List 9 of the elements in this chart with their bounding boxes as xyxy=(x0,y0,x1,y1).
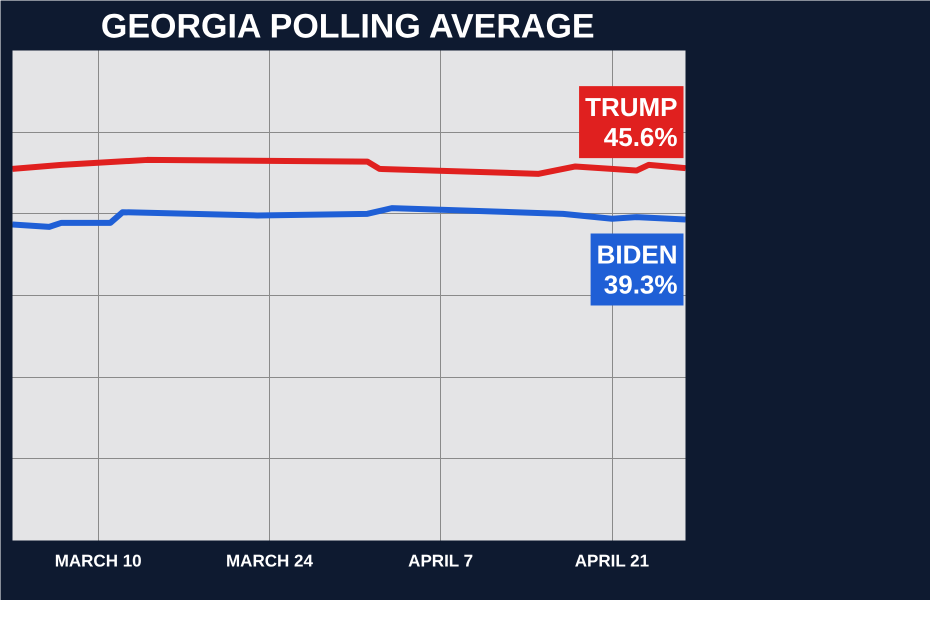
data-label: 45.6% xyxy=(604,122,678,152)
series-label: TRUMP xyxy=(585,92,678,122)
data-label: 39.3% xyxy=(604,270,678,300)
series-label: BIDEN xyxy=(596,240,678,270)
x-tick-label: MARCH 10 xyxy=(54,552,142,570)
x-tick-label: APRIL 7 xyxy=(408,552,474,570)
chart-title: GEORGIA POLLING AVERAGE xyxy=(100,8,595,46)
x-tick-label: MARCH 24 xyxy=(226,552,314,570)
x-tick-label: APRIL 21 xyxy=(574,552,650,570)
